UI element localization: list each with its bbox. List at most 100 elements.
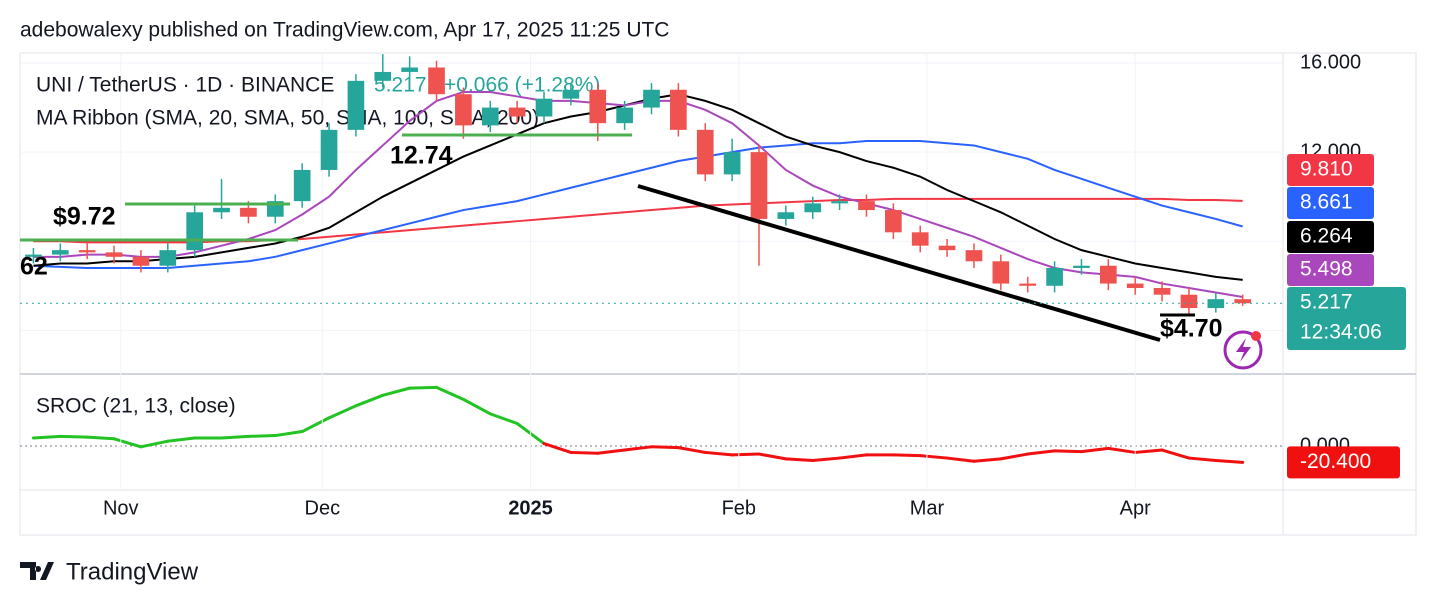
y-tick-label: 16.000	[1300, 51, 1361, 73]
candle-body	[159, 250, 177, 266]
footer-brand: TradingView	[66, 558, 199, 585]
candle-body	[589, 89, 607, 124]
sroc-segment	[1079, 446, 1110, 454]
sroc-segment	[408, 385, 439, 390]
annotation: 62	[20, 253, 48, 281]
candle-body	[293, 169, 311, 202]
candle-body	[723, 152, 741, 175]
ma-line	[33, 90, 1243, 298]
sroc-segment	[488, 412, 519, 425]
legend-change: +0.066 (+1.28%)	[444, 74, 600, 97]
sroc-segment	[730, 452, 761, 457]
candle-body	[750, 152, 768, 219]
chart-frame	[19, 52, 1417, 536]
sroc-segment	[891, 453, 922, 458]
header-title: adebowalexy published on TradingView.com…	[20, 19, 669, 42]
sroc-segment	[220, 434, 250, 440]
sroc-segment	[1026, 449, 1057, 456]
price-tag	[1287, 187, 1374, 219]
alert-dot	[1251, 331, 1261, 341]
candle-body	[911, 232, 929, 246]
sroc-segment	[31, 434, 62, 440]
candle-body	[132, 256, 150, 266]
candle-body	[1180, 294, 1198, 309]
candle-body	[481, 107, 499, 126]
sroc-segment	[596, 448, 627, 455]
sroc-segment	[246, 434, 277, 438]
sroc-segment	[1106, 446, 1137, 454]
legend-symbol: UNI / TetherUS · 1D · BINANCE	[36, 74, 334, 97]
alert-icon	[1236, 338, 1251, 362]
tv-logo	[20, 562, 54, 580]
sroc-segment	[999, 452, 1030, 461]
sroc-segment	[650, 445, 680, 450]
candle-body	[186, 212, 204, 251]
indicator-title: SROC (21, 13, close)	[36, 395, 236, 418]
price-tag	[1287, 287, 1406, 350]
sroc-segment	[166, 436, 197, 443]
x-tick-label: Apr	[1120, 497, 1151, 519]
candle-body	[616, 107, 633, 124]
x-tick-label: Mar	[910, 497, 945, 519]
price-tag	[1287, 221, 1374, 253]
sroc-segment	[300, 416, 331, 434]
sroc-segment	[676, 446, 707, 454]
candle-body	[1099, 265, 1117, 284]
countdown: 12:34:06	[1300, 321, 1382, 344]
price-tag-label: 6.264	[1300, 225, 1353, 248]
sroc-segment	[1160, 448, 1191, 460]
candle-body	[535, 98, 553, 117]
ma-line	[33, 93, 1243, 281]
sroc-segment	[85, 435, 116, 441]
candle-body	[1073, 265, 1090, 268]
sroc-segment	[461, 397, 492, 416]
candle-body	[1153, 288, 1171, 295]
sroc-segment	[1133, 448, 1164, 454]
sroc-segment	[112, 437, 143, 449]
sroc-segment	[1187, 456, 1218, 462]
candle-body	[240, 207, 257, 217]
drawing-line	[637, 184, 1161, 342]
candle-body	[428, 67, 445, 95]
candle-body	[831, 201, 848, 204]
sroc-segment	[139, 439, 170, 449]
price-tag-label: 9.810	[1300, 158, 1353, 181]
sroc-segment	[381, 386, 412, 397]
candle-body	[213, 207, 230, 213]
candle-body	[508, 107, 526, 117]
candle-body	[51, 250, 69, 255]
sroc-segment	[838, 453, 868, 460]
x-tick-label: Feb	[722, 497, 756, 519]
candle-body	[938, 245, 956, 251]
x-tick-label: 2025	[508, 497, 553, 519]
sroc-segment	[972, 457, 1003, 463]
price-tag-label: 8.661	[1300, 191, 1353, 214]
candle-body	[643, 89, 660, 108]
price-tag	[1287, 154, 1374, 186]
candle-body	[105, 252, 123, 257]
candle-body	[347, 80, 365, 130]
sroc-segment	[1214, 458, 1245, 464]
legend-indicator: MA Ribbon (SMA, 20, SMA, 50, SMA, 100, S…	[36, 107, 539, 130]
candle-body	[804, 203, 822, 213]
value-tag-label: -20.400	[1300, 450, 1371, 473]
sroc-segment	[623, 445, 653, 452]
sroc-segment	[784, 457, 815, 462]
candle-body	[320, 129, 338, 170]
candle-body	[992, 261, 1010, 284]
candle-body	[696, 129, 714, 175]
ma-line	[33, 139, 1243, 269]
sroc-segment	[273, 430, 304, 438]
price-tag	[1287, 254, 1374, 286]
candle-body	[1046, 267, 1063, 286]
annotation: 12.74	[390, 142, 453, 170]
candle-body	[1234, 299, 1252, 304]
candle-body	[455, 94, 472, 126]
candle-body	[25, 254, 42, 257]
candle-body	[777, 212, 795, 219]
candle-body	[562, 89, 580, 99]
candle-body	[401, 67, 418, 72]
sroc-segment	[703, 450, 734, 457]
